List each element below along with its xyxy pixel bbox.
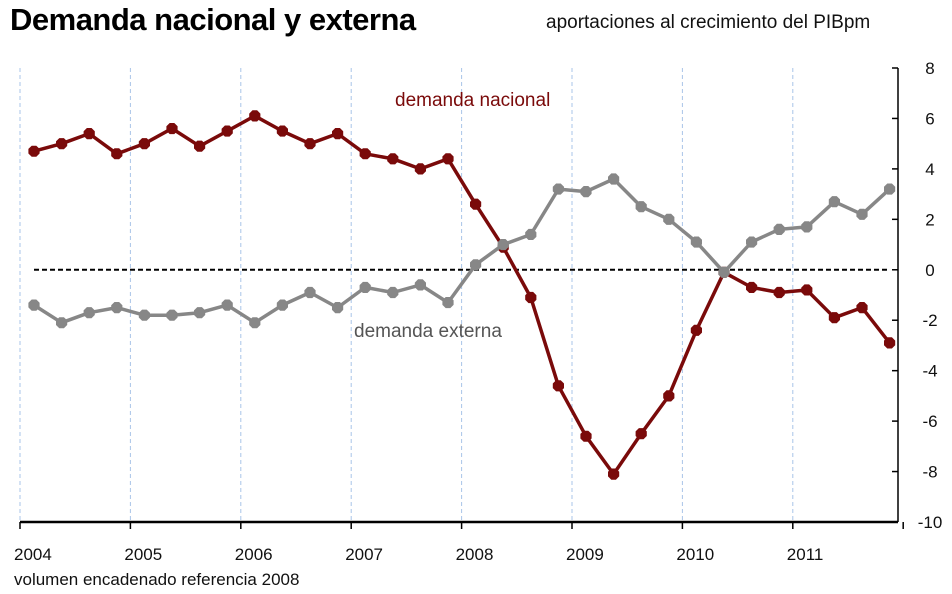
data-point bbox=[387, 153, 399, 165]
data-point bbox=[470, 198, 482, 210]
data-point bbox=[552, 380, 564, 392]
data-point bbox=[690, 324, 702, 336]
data-point bbox=[635, 428, 647, 440]
series-label-demanda-nacional: demanda nacional bbox=[395, 90, 550, 111]
year-gridlines bbox=[19, 68, 794, 522]
x-tick-label: 2006 bbox=[235, 545, 273, 564]
data-point bbox=[773, 286, 785, 299]
data-point bbox=[276, 299, 288, 311]
data-point bbox=[635, 201, 647, 213]
data-point bbox=[663, 390, 675, 402]
data-point bbox=[801, 284, 813, 296]
data-point bbox=[414, 279, 426, 291]
data-point bbox=[56, 138, 68, 150]
data-point bbox=[138, 309, 150, 321]
y-tick-label: -10 bbox=[918, 513, 943, 532]
data-point bbox=[552, 183, 564, 195]
data-point bbox=[884, 337, 896, 349]
data-point bbox=[828, 196, 840, 208]
data-point bbox=[690, 236, 702, 248]
chart-footnote: volumen encadenado referencia 2008 bbox=[14, 570, 300, 589]
data-point bbox=[387, 286, 399, 299]
data-point bbox=[608, 173, 620, 185]
data-point bbox=[276, 125, 288, 137]
data-point bbox=[663, 213, 675, 225]
chart-subtitle: aportaciones al crecimiento del PIBpm bbox=[546, 12, 871, 33]
y-tick-label: 2 bbox=[925, 210, 934, 229]
series-label-demanda-externa: demanda externa bbox=[354, 321, 502, 342]
data-point bbox=[470, 259, 482, 271]
x-tick-label: 2005 bbox=[124, 545, 162, 564]
data-point bbox=[221, 299, 233, 311]
data-point bbox=[332, 128, 344, 140]
tick-labels: 2004 2005 2006 2007 2008 2009 2010 2011 8 6 4 2 0 -2 -… bbox=[14, 59, 942, 564]
y-tick-label: 4 bbox=[925, 160, 934, 179]
data-point bbox=[497, 239, 509, 251]
data-point bbox=[773, 223, 785, 235]
data-point bbox=[332, 302, 344, 314]
data-point bbox=[801, 221, 813, 233]
axes bbox=[19, 67, 904, 529]
data-point bbox=[442, 153, 454, 165]
data-point bbox=[856, 302, 868, 314]
y-tick-label: 0 bbox=[925, 261, 934, 280]
data-point bbox=[525, 228, 537, 240]
data-point bbox=[359, 148, 371, 160]
y-tick-label: 6 bbox=[925, 109, 934, 128]
data-point bbox=[194, 140, 206, 152]
data-point bbox=[111, 302, 123, 314]
data-point bbox=[138, 138, 150, 150]
data-point bbox=[359, 281, 371, 293]
data-point bbox=[884, 183, 896, 195]
x-tick-label: 2010 bbox=[676, 545, 714, 564]
y-tick-label: -8 bbox=[922, 463, 937, 482]
data-point bbox=[608, 468, 620, 480]
data-point bbox=[525, 291, 537, 304]
x-tick-label: 2004 bbox=[14, 545, 52, 564]
x-tick-label: 2009 bbox=[566, 545, 604, 564]
data-point bbox=[746, 281, 758, 293]
data-point bbox=[166, 309, 178, 321]
data-point bbox=[746, 236, 758, 248]
data-point bbox=[194, 307, 206, 319]
x-tick-label: 2007 bbox=[345, 545, 383, 564]
data-point bbox=[828, 312, 840, 324]
data-point bbox=[221, 125, 233, 137]
data-point bbox=[580, 430, 592, 442]
y-tick-label: -6 bbox=[922, 412, 937, 431]
data-point bbox=[414, 163, 426, 175]
data-point bbox=[580, 186, 592, 198]
data-point bbox=[304, 138, 316, 150]
y-tick-label: -4 bbox=[922, 362, 937, 381]
x-tick-label: 2008 bbox=[456, 545, 494, 564]
chart-title: Demanda nacional y externa bbox=[10, 2, 416, 37]
data-point bbox=[856, 208, 868, 220]
data-point bbox=[718, 266, 730, 278]
y-tick-label: 8 bbox=[925, 59, 934, 78]
y-tick-label: -2 bbox=[922, 311, 937, 330]
data-point bbox=[166, 123, 178, 135]
x-tick-label: 2011 bbox=[787, 545, 824, 564]
data-point bbox=[249, 110, 261, 122]
data-point bbox=[442, 297, 454, 309]
data-point bbox=[28, 145, 40, 157]
data-point bbox=[56, 317, 68, 329]
data-point bbox=[111, 148, 123, 160]
data-point bbox=[249, 317, 261, 329]
data-point bbox=[83, 307, 95, 319]
series-group bbox=[28, 110, 896, 480]
data-point bbox=[304, 286, 316, 299]
data-point bbox=[83, 128, 95, 140]
data-point bbox=[28, 299, 40, 311]
